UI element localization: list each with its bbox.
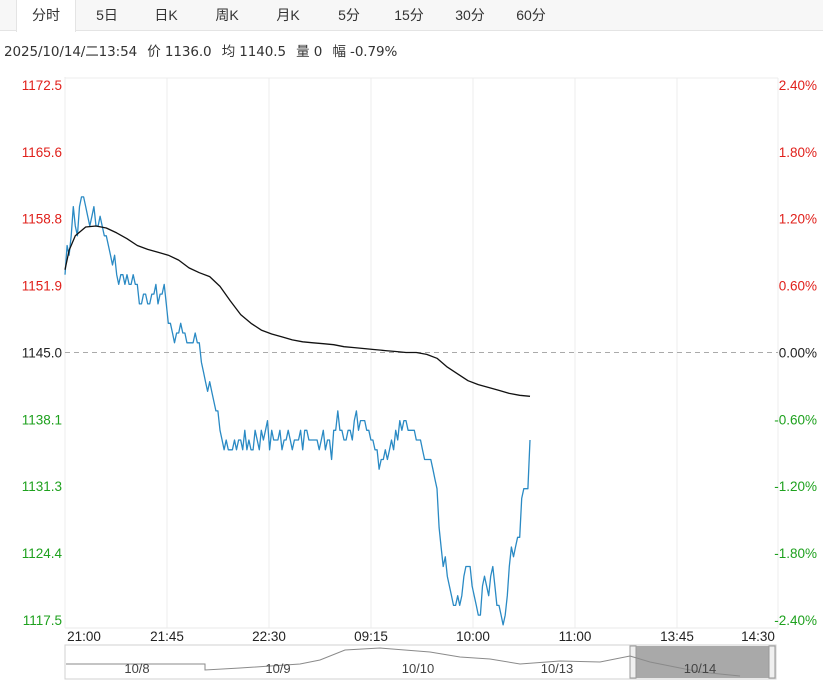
x-tick: 10:00 (456, 629, 490, 644)
y-tick-right: 0.60% (779, 278, 817, 293)
y-tick-right: 0.00% (779, 346, 817, 361)
tab-intraday[interactable]: 分时 (16, 0, 76, 32)
y-axis-right-labels: 2.40% 1.80% 1.20% 0.60% 0.00% -0.60% -1.20% -1.… (774, 78, 817, 628)
y-tick-left: 1117.5 (23, 613, 62, 628)
navigator-handle-left (629, 645, 637, 679)
tab-5day[interactable]: 5日 (96, 7, 118, 23)
y-tick-left: 1165.6 (22, 145, 62, 160)
tab-5min[interactable]: 5分 (338, 7, 360, 23)
navigator-date: 10/13 (541, 661, 574, 676)
time-navigator: 10/8 10/9 10/10 10/13 10/14 (64, 644, 777, 680)
navigator-overview-line (66, 647, 741, 677)
x-tick: 21:00 (67, 629, 101, 644)
average-line (64, 225, 531, 397)
x-tick: 11:00 (559, 629, 592, 644)
x-axis-labels: 21:00 21:45 22:30 09:15 10:00 11:00 13:45 14:30 (67, 629, 775, 644)
y-tick-left: 1158.8 (22, 211, 62, 226)
tab-weekly-k[interactable]: 周K (215, 7, 239, 23)
navigator-date: 10/14 (684, 661, 717, 676)
y-tick-right: -1.20% (774, 479, 817, 494)
y-tick-left: 1138.1 (22, 413, 62, 428)
y-tick-right: -0.60% (774, 413, 817, 428)
period-tabs: 分时 5日 日K 周K 月K 5分 15分 30分 60分 (0, 0, 823, 32)
y-tick-left: 1124.4 (22, 546, 63, 561)
tab-30min[interactable]: 30分 (455, 7, 485, 23)
tab-monthly-k[interactable]: 月K (276, 7, 300, 23)
tab-daily-k[interactable]: 日K (154, 7, 178, 23)
y-tick-right: 2.40% (779, 78, 817, 93)
y-tick-left: 1172.5 (22, 78, 62, 93)
quote-info-line: 2025/10/14/二13:54 价 1136.0 均 1140.5 量 0 … (4, 40, 403, 60)
y-tick-right: 1.20% (779, 211, 817, 226)
x-tick: 09:15 (354, 629, 388, 644)
quote-price: 价 1136.0 (147, 44, 212, 60)
tab-60min[interactable]: 60分 (516, 7, 546, 23)
y-tick-left: 1151.9 (22, 278, 62, 293)
navigator-date: 10/8 (124, 661, 149, 676)
x-tick: 13:45 (660, 629, 694, 644)
quote-change: 幅 -0.79% (332, 44, 398, 60)
quote-datetime: 2025/10/14/二13:54 (4, 44, 138, 60)
navigator-date: 10/10 (402, 661, 435, 676)
y-tick-right: 1.80% (779, 145, 817, 160)
x-tick: 21:45 (150, 629, 184, 644)
navigator-date: 10/9 (265, 661, 290, 676)
chart-grid (64, 77, 779, 629)
y-tick-right: -2.40% (774, 613, 817, 628)
y-tick-right: -1.80% (774, 546, 817, 561)
quote-average: 均 1140.5 (221, 44, 286, 60)
quote-volume: 量 0 (296, 44, 323, 60)
price-line (64, 196, 531, 626)
y-tick-left: 1145.0 (22, 346, 62, 361)
tab-15min[interactable]: 15分 (394, 7, 424, 23)
navigator-handle-right (768, 645, 776, 679)
y-tick-left: 1131.3 (22, 479, 62, 494)
x-tick: 22:30 (252, 629, 286, 644)
chart-series (64, 196, 531, 626)
x-tick: 14:30 (741, 629, 775, 644)
y-axis-left-labels: 1172.5 1165.6 1158.8 1151.9 1145.0 1138.1 1131… (22, 78, 63, 628)
